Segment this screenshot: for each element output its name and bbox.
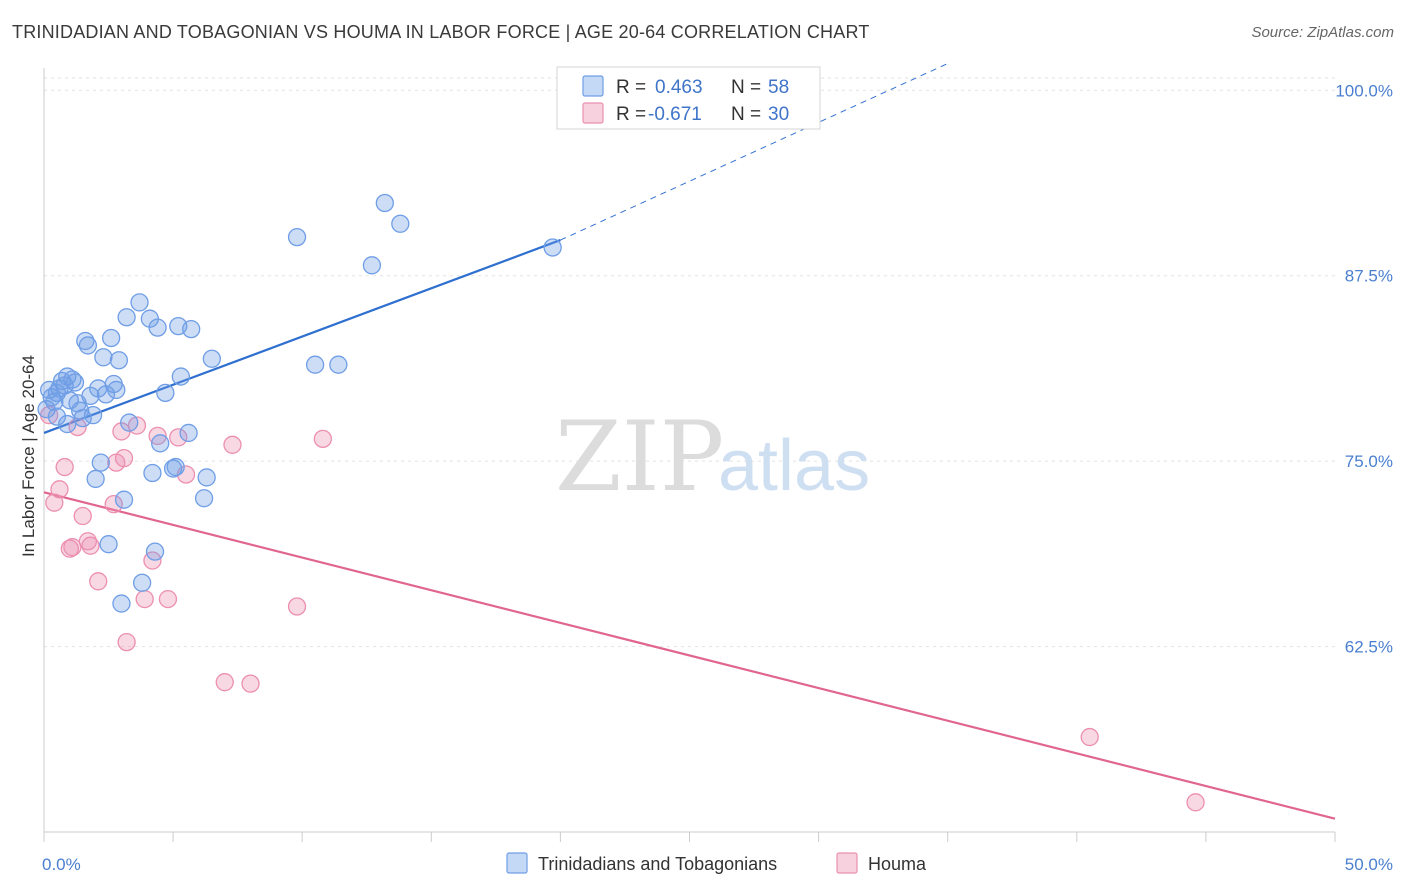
- trinidadian-point: [182, 319, 201, 339]
- trinidadian-point: [132, 573, 152, 592]
- y-tick-label: 87.5%: [1345, 267, 1393, 286]
- houma-point: [1080, 727, 1099, 747]
- houma-point: [223, 435, 242, 454]
- legend-r-value-1: 0.463: [655, 77, 703, 98]
- trend-lines: [43, 63, 1336, 820]
- x-tick-label-min: 0.0%: [42, 855, 81, 874]
- trinidadian-point: [305, 355, 325, 374]
- trinidadian-point: [117, 308, 136, 327]
- watermark-atlas: atlas: [718, 426, 870, 506]
- series-legend: Trinidadians and Tobagonians Houma: [506, 852, 927, 874]
- trinidadian-point: [65, 373, 85, 392]
- trinidadian-point: [101, 328, 121, 348]
- houma-point: [81, 536, 100, 555]
- trinidadian-point: [94, 348, 113, 367]
- trinidadian-point: [171, 367, 190, 386]
- houma-point: [158, 589, 178, 609]
- trinidadian-point: [114, 490, 134, 509]
- houma-point: [117, 632, 136, 652]
- legend-n-label-1: N =: [731, 77, 761, 98]
- trinidadian-point: [179, 423, 198, 443]
- houma-point: [148, 426, 167, 446]
- legend-r-label-1: R =: [616, 77, 646, 98]
- trinidadian-point: [391, 214, 410, 233]
- houma-point: [169, 428, 188, 447]
- trinidadian-point: [47, 407, 67, 426]
- y-tick-labels: 62.5% 75.0% 87.5% 100.0%: [1335, 81, 1393, 656]
- houma-point: [63, 538, 82, 557]
- watermark-zip: ZIP: [555, 401, 724, 513]
- trinidadian-trend-line: [43, 239, 561, 434]
- trinidadian-point: [156, 383, 175, 403]
- bottom-legend-swatch-1: [506, 852, 528, 874]
- houma-point: [241, 674, 260, 693]
- watermark: ZIP atlas: [555, 401, 870, 513]
- trinidadian-point: [81, 386, 100, 406]
- trinidadian-point: [375, 193, 394, 213]
- trinidadian-point: [73, 408, 92, 428]
- bottom-legend-label-2: Houma: [868, 854, 927, 874]
- houma-point: [1186, 793, 1205, 812]
- bottom-legend-swatch-2: [836, 852, 858, 874]
- trinidadian-point: [130, 293, 149, 312]
- x-tick-marks: [43, 832, 1336, 842]
- correlation-legend: R = 0.463 N = 58 R = -0.671 N = 30: [556, 66, 821, 130]
- legend-swatch-series2: [582, 102, 604, 124]
- trinidadian-point: [37, 400, 56, 419]
- trinidadian-point: [148, 318, 167, 337]
- trinidadian-point: [197, 468, 216, 487]
- trinidadian-point: [166, 457, 185, 477]
- trinidadian-points: [37, 193, 562, 613]
- grid-lines: [44, 77, 1335, 648]
- trinidadian-point: [120, 413, 139, 432]
- trinidadian-point: [329, 355, 348, 374]
- trinidadian-point: [543, 238, 562, 257]
- houma-trend-line: [43, 491, 1336, 820]
- houma-point: [135, 589, 154, 609]
- trinidadian-point: [63, 370, 82, 389]
- trinidadian-point: [109, 351, 129, 370]
- legend-n-label-2: N =: [731, 104, 761, 125]
- trinidadian-point: [99, 535, 118, 554]
- bottom-legend-label-1: Trinidadians and Tobagonians: [538, 854, 777, 874]
- trinidadian-point: [194, 489, 214, 508]
- houma-point: [104, 494, 123, 514]
- trinidadian-point: [91, 453, 110, 472]
- trinidadian-point: [86, 469, 105, 489]
- legend-r-label-2: R =: [616, 104, 646, 125]
- houma-point: [55, 457, 74, 477]
- trinidadian-point: [112, 594, 131, 613]
- x-tick-label-max: 50.0%: [1345, 855, 1393, 874]
- trinidadian-point: [107, 380, 126, 400]
- trinidadian-point: [78, 336, 98, 355]
- y-tick-label: 62.5%: [1345, 638, 1393, 657]
- trinidadian-point: [151, 434, 170, 453]
- trinidadian-point: [83, 405, 103, 425]
- trinidadian-point: [143, 463, 162, 483]
- trinidadian-point: [58, 414, 77, 434]
- legend-r-value-2: -0.671: [648, 104, 702, 125]
- y-tick-label: 100.0%: [1335, 81, 1393, 100]
- legend-swatch-series1: [582, 75, 604, 97]
- chart-title: TRINIDADIAN AND TOBAGONIAN VS HOUMA IN L…: [12, 22, 870, 42]
- houma-point: [89, 572, 108, 591]
- trinidadian-point: [145, 542, 165, 561]
- trinidadian-trend-extension: [560, 63, 948, 241]
- houma-point: [313, 429, 333, 449]
- trinidadian-point: [202, 349, 221, 368]
- legend-n-value-1: 58: [768, 77, 789, 98]
- houma-point: [73, 506, 92, 526]
- houma-point: [287, 597, 307, 616]
- trinidadian-point: [287, 227, 307, 247]
- houma-point: [50, 480, 69, 499]
- chart-source: Source: ZipAtlas.com: [1251, 24, 1394, 41]
- y-tick-label: 75.0%: [1345, 452, 1393, 471]
- trinidadian-point: [362, 256, 382, 275]
- houma-point: [215, 673, 234, 692]
- y-axis-label: In Labor Force | Age 20-64: [19, 355, 38, 557]
- legend-n-value-2: 30: [768, 104, 789, 125]
- houma-point: [114, 449, 134, 468]
